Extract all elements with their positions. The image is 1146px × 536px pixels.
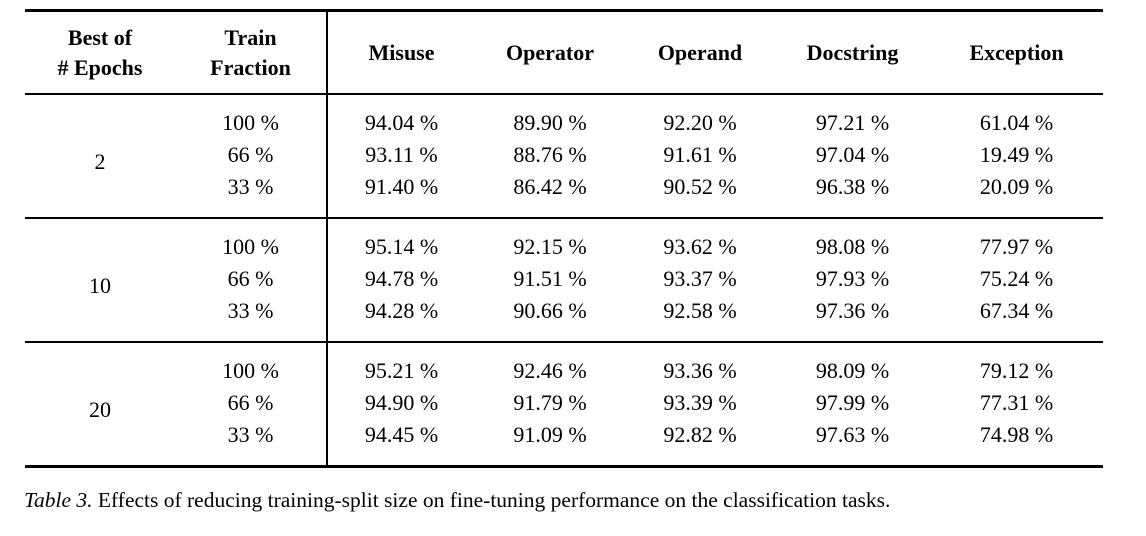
exception-value: 19.49 % [979,142,1054,167]
operator-value: 90.66 % [513,298,587,323]
header-operator: Operator [475,10,625,95]
operator-value: 91.79 % [513,390,587,415]
docstring-value: 98.08 % [775,217,930,263]
train-fraction-cell: 33 % [175,171,328,218]
table-row: 66 % 94.90 % 91.79 % 93.39 % 97.99 % 77.… [25,387,1103,419]
misuse-value: 93.11 % [365,142,438,167]
operand-value: 93.37 % [663,266,737,291]
train-fraction-cell: 100 % [175,341,328,387]
exception-value: 77.31 % [979,390,1054,415]
operator-value: 88.76 % [513,142,587,167]
operator-value: 91.09 % [513,422,587,447]
train-fraction-cell: 33 % [175,295,328,342]
docstring-value: 97.36 % [815,298,890,323]
operand-value: 90.52 % [663,174,737,199]
epoch-count-cell: 20 [25,341,175,467]
table-row: 20 100 % 95.21 % 92.46 % 93.36 % 98.09 %… [25,341,1103,467]
table-row: 66 % 93.11 % 88.76 % 91.61 % 97.04 % 19.… [25,139,1103,171]
operator-value: 86.42 % [513,174,587,199]
misuse-value: 94.45 % [364,422,439,447]
train-fraction-cell: 66 % [175,139,328,171]
operand-value: 93.62 % [625,217,775,263]
docstring-value: 97.21 % [815,110,890,135]
exception-value: 77.97 % [930,217,1103,263]
misuse-value: 94.28 % [364,298,439,323]
epoch-count-cell: 2 [94,149,106,174]
epoch-count-cell: 10 [25,217,175,342]
docstring-value: 97.04 % [815,142,890,167]
table-row: 33 % 91.40 % 86.42 % 90.52 % 96.38 % 20.… [25,171,1103,218]
train-fraction-cell: 66 % [175,387,328,419]
exception-value: 20.09 % [979,174,1054,199]
operator-value: 91.51 % [513,266,587,291]
misuse-value: 94.90 % [364,390,439,415]
group-epochs-10: 10 100 % 95.14 % 92.15 % 93.62 % 98.08 %… [25,217,1103,342]
docstring-value: 97.63 % [815,422,890,447]
table-row: 66 % 94.78 % 91.51 % 93.37 % 97.93 % 75.… [25,263,1103,295]
table-caption: Table 3. Effects of reducing training-sp… [24,486,1139,514]
train-fraction-cell: 100 % [175,217,328,263]
docstring-value: 98.09 % [775,341,930,387]
table-header: Best of # Epochs Train Fraction Misuse O… [25,10,1103,95]
operand-value: 93.39 % [663,390,737,415]
docstring-value: 96.38 % [815,174,890,199]
operand-value: 91.61 % [663,142,737,167]
exception-value: 61.04 % [979,110,1054,135]
header-train-fraction: Train Fraction [175,10,328,95]
operand-value: 92.20 % [663,110,737,135]
exception-value: 67.34 % [979,298,1054,323]
table-row: 2 100 % 94.04 % 89.90 % 92.20 % 97.21 % … [25,94,1103,174]
exception-value: 79.12 % [930,341,1103,387]
group-epochs-2: 2 100 % 94.04 % 89.90 % 92.20 % 97.21 % … [25,94,1103,218]
caption-label: Table 3. [24,488,93,512]
table-row: 33 % 94.45 % 91.09 % 92.82 % 97.63 % 74.… [25,419,1103,467]
header-best-of-epochs-line1: Best of [67,24,133,50]
train-fraction-cell: 100 % [175,94,328,139]
docstring-value: 97.93 % [815,266,890,291]
misuse-value: 95.21 % [327,341,475,387]
header-operand: Operand [625,10,775,95]
operand-value: 92.82 % [663,422,737,447]
exception-value: 75.24 % [979,266,1054,291]
operand-value: 92.58 % [663,298,737,323]
train-fraction-cell: 33 % [175,419,328,467]
header-docstring: Docstring [775,10,930,95]
misuse-value: 95.14 % [327,217,475,263]
train-fraction-cell: 66 % [175,263,328,295]
header-best-of-epochs-line2: # Epochs [57,54,143,80]
header-misuse: Misuse [327,10,475,95]
header-train-fraction-line2: Fraction [210,54,291,80]
misuse-value: 94.78 % [364,266,439,291]
exception-value: 74.98 % [979,422,1054,447]
caption-text: Effects of reducing training-split size … [97,488,891,512]
operator-value: 89.90 % [513,110,587,135]
misuse-value: 91.40 % [364,174,439,199]
operand-value: 93.36 % [625,341,775,387]
header-exception: Exception [930,10,1103,95]
results-table: Best of # Epochs Train Fraction Misuse O… [25,9,1103,468]
operator-value: 92.46 % [475,341,625,387]
operator-value: 92.15 % [475,217,625,263]
header-best-of-epochs: Best of # Epochs [25,10,175,95]
docstring-value: 97.99 % [815,390,890,415]
group-epochs-20: 20 100 % 95.21 % 92.46 % 93.36 % 98.09 %… [25,341,1103,467]
table-row: 33 % 94.28 % 90.66 % 92.58 % 97.36 % 67.… [25,295,1103,342]
table-row: 10 100 % 95.14 % 92.15 % 93.62 % 98.08 %… [25,217,1103,342]
misuse-value: 94.04 % [364,110,439,135]
header-train-fraction-line1: Train [224,24,277,50]
